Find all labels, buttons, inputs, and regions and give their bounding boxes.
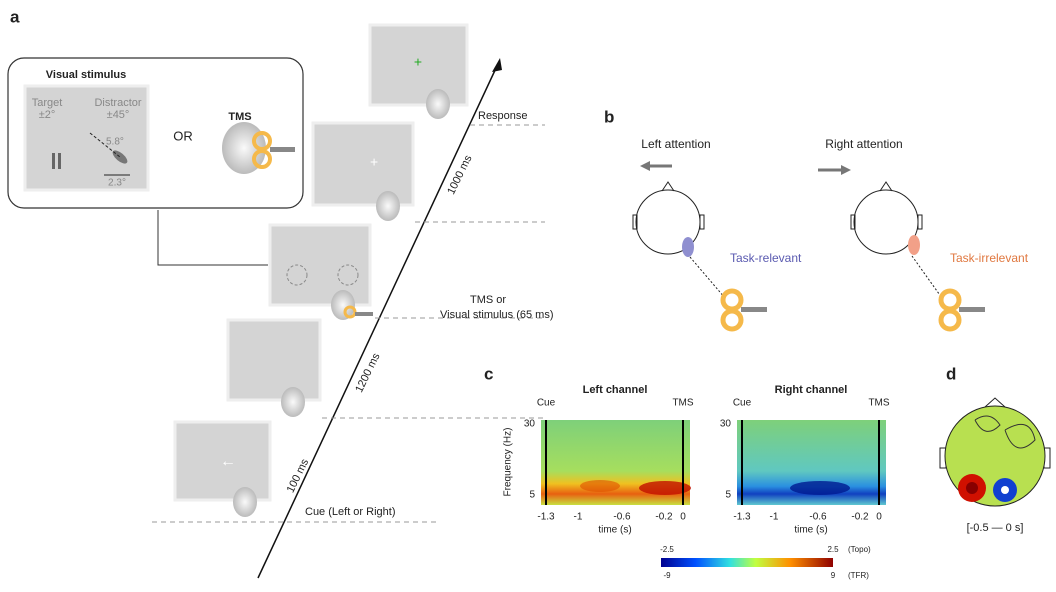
condition-title: Left attention [641, 137, 710, 151]
width: 2.3° [108, 178, 126, 189]
x-axis-label: time (s) [598, 525, 631, 536]
condition-title: Right attention [825, 137, 902, 151]
target-label: Target [32, 97, 63, 109]
time-window: [-0.5 — 0 s] [967, 522, 1024, 534]
target-size: ±2° [39, 109, 56, 121]
figure: a Visual stimulus Target ±2° Distractor … [0, 0, 1056, 592]
x-tick-label: 0 [876, 512, 882, 523]
svg-text:+: + [370, 154, 378, 170]
x-tick-label: -0.6 [809, 512, 827, 523]
colorbar-unit: (Topo) [848, 545, 871, 554]
colorbar-label: 9 [831, 571, 836, 580]
panel-label: d [946, 364, 956, 383]
arrow-head [841, 165, 851, 175]
colorbar [661, 558, 833, 567]
marker-label: Cue [537, 398, 556, 409]
svg-text:←: ← [220, 453, 236, 470]
panel-label: b [604, 107, 614, 126]
interval-label: 1000 ms [445, 153, 474, 197]
site-label: Task-irrelevant [950, 251, 1029, 265]
distractor-label: Distractor [94, 97, 141, 109]
x-tick-label: -0.2 [655, 512, 673, 523]
panel-label: c [484, 364, 493, 383]
marker-label: TMS [868, 398, 889, 409]
x-tick-label: -1.3 [537, 512, 555, 523]
interval-label: 1200 ms [353, 351, 382, 395]
arrow-head [492, 58, 502, 72]
x-tick-label: -0.2 [851, 512, 869, 523]
connector [158, 210, 268, 265]
colorbar-label: -2.5 [660, 545, 674, 554]
channel-title: Left channel [583, 384, 648, 396]
event-label: Cue (Left or Right) [305, 506, 395, 518]
y-axis-label: Frequency (Hz) [503, 428, 514, 497]
colorbar-unit: (TFR) [848, 571, 869, 580]
x-tick-label: -1 [770, 512, 779, 523]
event-label: Visual stimulus (65 ms) [440, 309, 554, 321]
tfr-left [541, 420, 691, 505]
or-text: OR [173, 128, 193, 143]
event-label: TMS or [470, 294, 506, 306]
tfr-right [737, 420, 886, 505]
interval-label: 100 ms [285, 457, 312, 495]
marker-label: Cue [733, 398, 752, 409]
y-tick-label: 30 [720, 419, 732, 430]
y-tick-label: 5 [725, 490, 731, 501]
x-tick-label: -1.3 [733, 512, 751, 523]
x-tick-label: -0.6 [613, 512, 631, 523]
site-label: Task-relevant [730, 251, 802, 265]
svg-text:+: + [414, 54, 422, 70]
tms-title: TMS [228, 111, 251, 123]
x-tick-label: 0 [680, 512, 686, 523]
arrow-head [640, 161, 650, 171]
y-tick-label: 30 [524, 419, 536, 430]
y-tick-label: 5 [529, 490, 535, 501]
event-label: Response [478, 110, 528, 122]
distance: 5.8° [106, 137, 124, 148]
distractor-angle: ±45° [107, 109, 130, 121]
x-tick-label: -1 [574, 512, 583, 523]
colorbar-label: 2.5 [827, 545, 839, 554]
topography [940, 398, 1050, 506]
marker-label: TMS [672, 398, 693, 409]
panel-label: a [10, 7, 20, 26]
box-title: Visual stimulus [46, 69, 127, 81]
x-axis-label: time (s) [794, 525, 827, 536]
channel-title: Right channel [775, 384, 848, 396]
colorbar-label: -9 [663, 571, 671, 580]
